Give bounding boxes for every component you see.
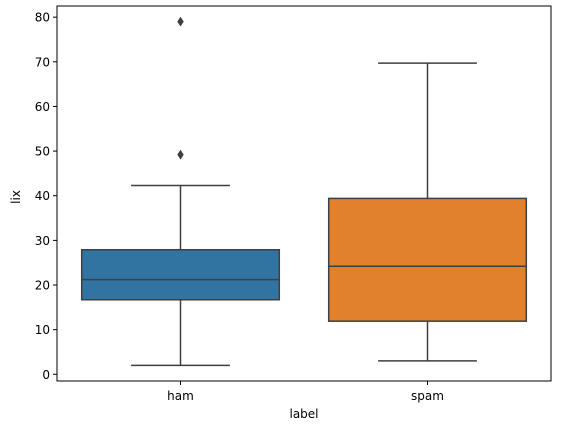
axes-border: [56, 5, 552, 382]
y-axis: 0 10 20 30 40 50 60 70 80: [35, 11, 57, 382]
boxes-layer: [80, 16, 528, 367]
iqr-box-ham: [80, 249, 281, 301]
y-tick-label-60: 60: [35, 100, 50, 114]
y-tick-label-20: 20: [35, 279, 50, 293]
y-axis-title: lix: [9, 190, 23, 204]
y-tick-label-80: 80: [35, 11, 50, 25]
outlier-ham-0: [177, 149, 184, 160]
x-tick-label-spam: spam: [411, 389, 444, 403]
y-tick-label-50: 50: [35, 145, 50, 159]
y-tick-label-40: 40: [35, 189, 50, 203]
y-tick-label-10: 10: [35, 323, 50, 337]
iqr-box-spam: [327, 197, 528, 322]
x-axis: ham spam: [167, 381, 444, 403]
y-tick-label-70: 70: [35, 55, 50, 69]
box-spam: [327, 62, 528, 362]
x-axis-title: label: [289, 407, 318, 421]
y-tick-label-0: 0: [42, 368, 50, 382]
axes-frame: [56, 5, 552, 382]
outlier-ham-1: [177, 16, 184, 27]
x-tick-label-ham: ham: [167, 389, 194, 403]
y-tick-label-30: 30: [35, 234, 50, 248]
box-ham: [80, 16, 281, 367]
